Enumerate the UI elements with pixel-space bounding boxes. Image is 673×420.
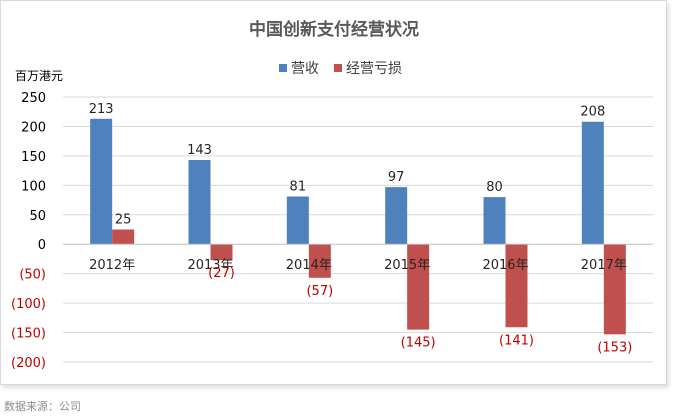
legend-label-revenue: 营收 <box>291 61 319 77</box>
bar-operating-loss <box>112 229 135 245</box>
data-label: 80 <box>486 180 503 195</box>
x-tick-label: 2015年 <box>384 258 430 273</box>
y-tick-label: 200 <box>21 120 46 135</box>
legend-label-operating-loss: 经营亏损 <box>346 61 402 77</box>
bar-revenue <box>188 160 211 245</box>
x-axis-ticks: 2012年 2013年 2014年 2015年 2016年 2017年 <box>89 258 627 273</box>
legend-swatch-revenue <box>279 64 287 72</box>
bar-operating-loss <box>210 244 233 261</box>
x-tick-label: 2012年 <box>89 258 135 273</box>
data-label: (145) <box>401 336 436 351</box>
bars <box>90 118 626 335</box>
y-axis-title: 百万港元 <box>15 69 63 83</box>
bar-operating-loss <box>603 244 626 335</box>
bar-operating-loss <box>407 244 430 330</box>
data-label: (27) <box>208 266 235 281</box>
chart-card: 中国创新支付经营状况 百万港元 营收 经营亏损 250 200 150 100 50 0 (… <box>0 0 667 385</box>
bar-revenue <box>286 196 309 245</box>
bar-operating-loss <box>505 244 528 328</box>
x-tick-label: 2016年 <box>482 258 528 273</box>
data-label: 81 <box>290 180 307 195</box>
data-label: (141) <box>499 333 534 348</box>
y-tick-label: (150) <box>11 327 46 342</box>
y-tick-label: 50 <box>29 209 46 224</box>
x-tick-label: 2013年 <box>187 258 233 273</box>
y-tick-label: (50) <box>19 268 46 283</box>
y-axis-ticks: 250 200 150 100 50 0 (50) (100) (150) (200) <box>11 91 46 371</box>
legend-swatch-operating-loss <box>334 64 342 72</box>
data-label: 143 <box>187 143 212 158</box>
y-tick-label: 150 <box>21 150 46 165</box>
bar-chart: 中国创新支付经营状况 百万港元 营收 经营亏损 250 200 150 100 50 0 (… <box>11 19 653 371</box>
bar-revenue <box>90 118 113 245</box>
x-tick-label: 2017年 <box>581 258 627 273</box>
bar-revenue <box>385 187 408 245</box>
data-label: 97 <box>388 170 405 185</box>
data-labels: 213 143 81 97 80 208 25 (27) (57) (145) (141) (153) <box>89 102 633 356</box>
bar-operating-loss <box>308 244 331 278</box>
y-tick-label: 100 <box>21 179 46 194</box>
source-note: 数据来源：公司 <box>4 400 81 413</box>
data-label: 208 <box>580 105 605 120</box>
bar-revenue <box>581 121 604 245</box>
chart-title: 中国创新支付经营状况 <box>249 19 419 40</box>
x-tick-label: 2014年 <box>286 258 332 273</box>
data-label: (153) <box>597 340 632 355</box>
legend: 营收 经营亏损 <box>279 61 402 77</box>
data-label: (57) <box>306 284 333 299</box>
y-tick-label: (100) <box>11 297 46 312</box>
y-tick-label: 0 <box>38 238 46 253</box>
gridlines <box>63 96 653 363</box>
bar-revenue <box>483 197 506 245</box>
y-tick-label: 250 <box>21 91 46 106</box>
data-label: 213 <box>89 102 114 117</box>
y-tick-label: (200) <box>11 356 46 371</box>
data-label: 25 <box>115 213 132 228</box>
